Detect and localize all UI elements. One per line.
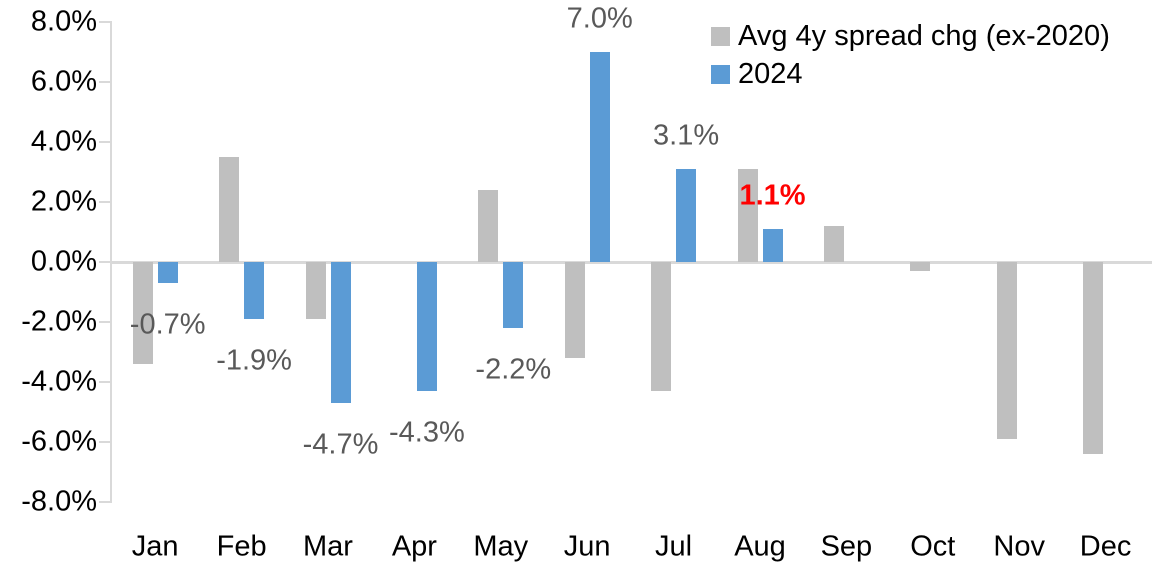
y-tick-mark [99, 81, 112, 83]
x-axis-label-jun: Jun [563, 530, 611, 563]
x-axis-label-sep: Sep [820, 530, 873, 563]
data-label-may: -2.2% [475, 353, 552, 386]
legend-label-2024: 2024 [738, 58, 803, 90]
bar-2024-apr [416, 262, 437, 391]
y-tick-label: 6.0% [30, 65, 97, 98]
x-axis-label-aug: Aug [734, 530, 786, 563]
x-axis-label-jul: Jul [655, 530, 693, 563]
x-axis-label-apr: Apr [391, 530, 437, 563]
bar-avg-mar [305, 262, 326, 319]
y-tick-mark [99, 141, 112, 143]
y-tick-label: -8.0% [21, 485, 97, 518]
bar-avg-jun [564, 262, 585, 358]
y-tick-label: 0.0% [30, 245, 97, 278]
bar-avg-dec [1083, 262, 1104, 454]
x-axis-label-oct: Oct [910, 530, 956, 563]
bar-avg-jul [651, 262, 672, 391]
y-tick-mark [99, 261, 112, 263]
bar-2024-jan [157, 262, 178, 283]
bar-avg-jan [132, 262, 153, 364]
y-tick-mark [99, 441, 112, 443]
bar-avg-oct [910, 262, 931, 271]
bar-2024-aug [762, 229, 783, 262]
bar-avg-nov [996, 262, 1017, 439]
bar-avg-aug [737, 169, 758, 262]
legend-swatch-avg [711, 27, 730, 46]
bar-avg-may [478, 190, 499, 262]
bar-2024-mar [330, 262, 351, 403]
zero-gridline [112, 261, 1152, 264]
legend-row: Avg 4y spread chg (ex-2020) [711, 20, 1110, 53]
y-tick-mark [99, 501, 112, 503]
bar-2024-jul [676, 169, 697, 262]
y-tick-mark [99, 21, 112, 23]
bar-2024-may [503, 262, 524, 328]
data-label-jul: 3.1% [653, 119, 720, 152]
data-label-apr: -4.3% [389, 416, 465, 449]
x-axis-label-feb: Feb [216, 530, 267, 563]
data-label-mar: -4.7% [302, 428, 379, 461]
x-axis-label-jan: Jan [131, 530, 179, 563]
data-label-feb: -1.9% [216, 344, 292, 377]
x-axis-label-dec: Dec [1079, 530, 1132, 563]
bar-avg-sep [823, 226, 844, 262]
bar-2024-jun [589, 52, 610, 262]
x-axis-label-nov: Nov [993, 530, 1045, 563]
bar-avg-feb [219, 157, 240, 262]
y-tick-label: 8.0% [30, 5, 97, 38]
y-tick-mark [99, 321, 112, 323]
x-axis-label-may: May [473, 530, 529, 563]
y-axis-line [110, 22, 112, 502]
data-label-aug: 1.1% [739, 179, 806, 212]
bar-2024-feb [244, 262, 265, 319]
legend-label-avg: Avg 4y spread chg (ex-2020) [738, 20, 1110, 52]
y-tick-label: -2.0% [21, 305, 97, 338]
y-tick-mark [99, 201, 112, 203]
y-tick-label: -6.0% [21, 425, 97, 458]
x-axis-label-mar: Mar [303, 530, 353, 563]
legend: Avg 4y spread chg (ex-2020) 2024 [711, 20, 1110, 96]
y-tick-label: 2.0% [30, 185, 97, 218]
y-tick-mark [99, 381, 112, 383]
y-tick-label: -4.0% [21, 365, 97, 398]
data-label-jan: -0.7% [129, 308, 206, 341]
legend-row: 2024 [711, 58, 1110, 91]
data-label-jun: 7.0% [566, 2, 633, 35]
y-tick-label: 4.0% [30, 125, 97, 158]
legend-swatch-2024 [711, 65, 730, 84]
